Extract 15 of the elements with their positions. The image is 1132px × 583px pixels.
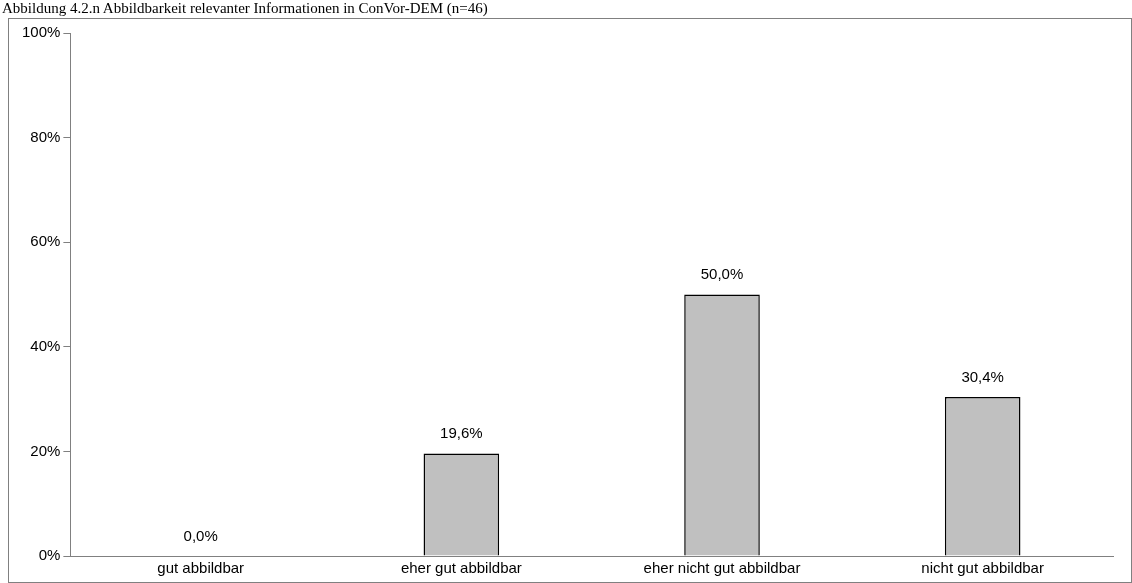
- y-tick-label: 40%: [30, 336, 61, 354]
- x-tick-label: eher gut abbildbar: [400, 559, 522, 577]
- y-tick-label: 0%: [38, 546, 61, 564]
- x-tick-label: eher nicht gut abbildbar: [643, 559, 801, 577]
- chart-title: Abbildung 4.2.n Abbildbarkeit relevanter Informationen in ConVor-DEM (n=46): [1, 0, 489, 17]
- data-label: 30,4%: [961, 367, 1004, 385]
- y-tick-label: 80%: [30, 127, 61, 145]
- data-label: 19,6%: [440, 424, 483, 442]
- x-tick-label: nicht gut abbildbar: [921, 559, 1044, 577]
- y-tick-label: 100%: [21, 23, 61, 41]
- y-tick-label: 20%: [30, 441, 61, 459]
- y-tick-label: 60%: [30, 232, 61, 250]
- x-tick-label: gut abbildbar: [157, 559, 245, 577]
- data-label: 0,0%: [183, 526, 218, 544]
- data-label: 50,0%: [700, 265, 744, 283]
